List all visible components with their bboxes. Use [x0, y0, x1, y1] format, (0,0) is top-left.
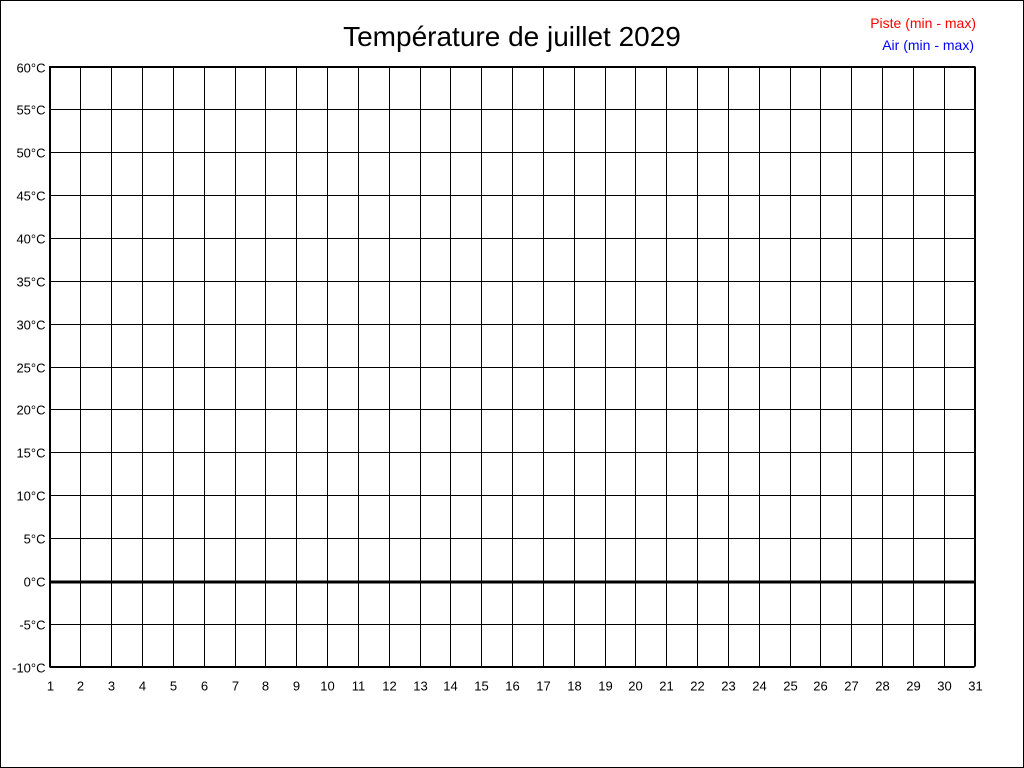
x-tick-label: 7 — [232, 679, 239, 694]
x-tick-label: 24 — [752, 679, 766, 694]
x-tick-label: 3 — [108, 679, 115, 694]
x-tick-label: 26 — [813, 679, 827, 694]
y-tick-label: 20°C — [16, 403, 45, 418]
x-tick-label: 9 — [293, 679, 300, 694]
x-tick-label: 25 — [783, 679, 797, 694]
y-tick-label: 40°C — [16, 232, 45, 247]
grid — [49, 66, 976, 668]
x-tick-label: 13 — [413, 679, 427, 694]
y-tick-label: 10°C — [16, 489, 45, 504]
x-tick-label: 17 — [536, 679, 550, 694]
x-tick-label: 28 — [875, 679, 889, 694]
x-tick-label: 29 — [906, 679, 920, 694]
x-tick-label: 14 — [443, 679, 457, 694]
y-tick-label: 55°C — [16, 103, 45, 118]
x-tick-label: 21 — [659, 679, 673, 694]
y-tick-label: -10°C — [12, 661, 45, 676]
y-tick-label: 60°C — [16, 61, 45, 76]
y-tick-label: 45°C — [16, 189, 45, 204]
x-tick-label: 31 — [968, 679, 982, 694]
x-tick-label: 19 — [598, 679, 612, 694]
x-tick-label: 12 — [382, 679, 396, 694]
x-tick-label: 16 — [505, 679, 519, 694]
x-tick-label: 8 — [262, 679, 269, 694]
x-tick-label: 4 — [139, 679, 146, 694]
y-axis-ticks: 60°C 55°C 50°C 45°C 40°C 35°C 30°C 25°C 20°C 15°C… — [12, 61, 45, 676]
y-tick-label: 5°C — [24, 532, 46, 547]
x-tick-label: 22 — [690, 679, 704, 694]
x-axis-ticks: 1 2 3 4 5 6 7 8 9 10 11 12 13 14 15 16 17 18 19 20 21 22 23 24 2… — [47, 679, 983, 694]
x-tick-label: 27 — [844, 679, 858, 694]
x-tick-label: 5 — [170, 679, 177, 694]
x-tick-label: 18 — [567, 679, 581, 694]
x-tick-label: 23 — [721, 679, 735, 694]
y-tick-label: 0°C — [24, 575, 46, 590]
x-tick-label: 10 — [320, 679, 334, 694]
y-tick-label: -5°C — [19, 618, 45, 633]
x-tick-label: 20 — [628, 679, 642, 694]
y-tick-label: 50°C — [16, 146, 45, 161]
y-tick-label: 15°C — [16, 446, 45, 461]
x-tick-label: 6 — [201, 679, 208, 694]
y-tick-label: 25°C — [16, 361, 45, 376]
legend-air: Air (min - max) — [882, 37, 974, 53]
legend-piste: Piste (min - max) — [870, 15, 976, 31]
x-tick-label: 11 — [352, 679, 366, 694]
y-tick-label: 30°C — [16, 318, 45, 333]
x-tick-label: 15 — [474, 679, 488, 694]
x-tick-label: 1 — [47, 679, 54, 694]
x-tick-label: 30 — [937, 679, 951, 694]
x-tick-label: 2 — [77, 679, 84, 694]
chart-title: Température de juillet 2029 — [343, 21, 681, 52]
y-tick-label: 35°C — [16, 275, 45, 290]
